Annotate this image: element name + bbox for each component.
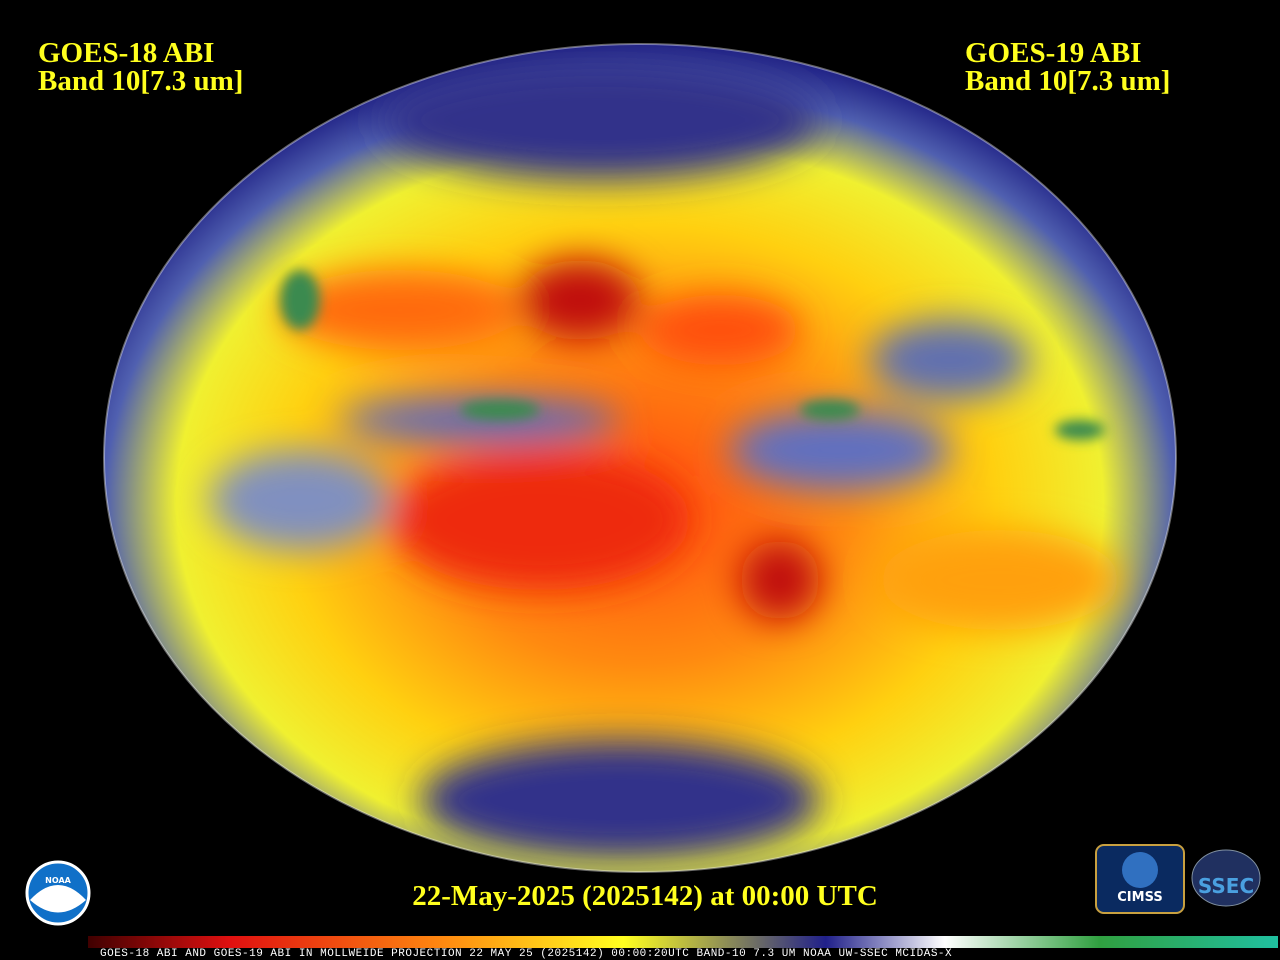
caption: GOES-18 ABI AND GOES-19 ABI IN MOLLWEIDE… [100,948,952,960]
left-satellite: GOES-18 ABI [38,37,214,69]
noaa-label: NOAA [45,876,71,885]
timestamp: 22-May-2025 (2025142) at 00:00 UTC [412,880,878,912]
globe-image [104,44,1176,872]
noaa-logo: NOAA [25,860,91,926]
ssec-logo: SSEC [1191,849,1261,907]
right-band: Band 10[7.3 um] [965,65,1170,97]
cimss-label: CIMSS [1117,890,1162,905]
cimss-logo: CIMSS [1095,844,1185,914]
globe-rim [103,43,1177,873]
ssec-label: SSEC [1198,874,1254,898]
right-satellite: GOES-19 ABI [965,37,1141,69]
left-band: Band 10[7.3 um] [38,65,243,97]
color-bar [88,936,1278,948]
